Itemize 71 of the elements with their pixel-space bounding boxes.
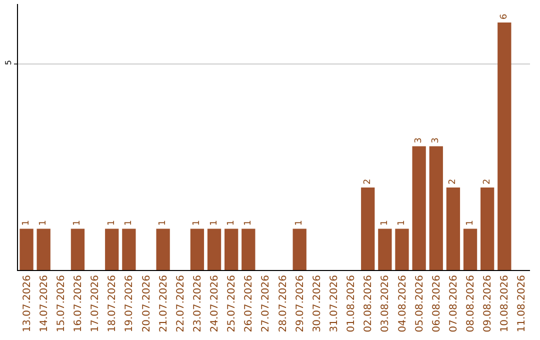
bar [70,228,85,270]
x-tick-label: 13.07.2026 [22,275,33,332]
bar [105,228,119,270]
data-label: 3 [431,138,442,144]
data-label: 2 [448,178,458,185]
bar [20,228,34,270]
bar [36,228,50,270]
x-tick-label: 29.07.2026 [294,275,306,332]
x-tick-label: 27.07.2026 [260,275,272,332]
x-tick-label: 04.08.2026 [397,275,408,332]
bar [190,228,204,270]
x-tick-label: 10.08.2026 [500,275,511,332]
bar [498,22,512,270]
x-tick-label: 25.07.2026 [226,275,238,332]
bar [412,146,426,270]
x-tick-label: 20.07.2026 [141,275,152,332]
data-label: 2 [482,178,492,185]
data-label: 1 [294,220,305,226]
bar [361,188,375,270]
x-tick-label: 17.07.2026 [90,275,102,332]
bar [224,228,238,270]
bar [156,228,170,270]
x-tick-label: 28.07.2026 [278,275,289,332]
bar [446,188,460,270]
x-tick-label: 09.08.2026 [482,275,494,332]
x-tick-label: 05.08.2026 [414,275,426,332]
bar [395,228,409,270]
x-tick-label: 15.07.2026 [56,275,67,332]
data-label: 6 [499,14,510,20]
bar [122,228,136,270]
x-tick-label: 16.07.2026 [72,275,84,332]
y-tick-label: 5 [4,60,13,66]
x-tick-label: 18.07.2026 [107,275,118,332]
bar [463,228,478,270]
data-label: 1 [22,220,32,226]
x-tick-label: 02.08.2026 [363,275,374,332]
x-tick-label: 31.07.2026 [328,275,340,332]
x-tick-label: 14.07.2026 [38,275,50,332]
data-label: 1 [192,220,202,226]
data-label: 1 [209,220,220,226]
x-tick-label: 01.08.2026 [346,275,358,332]
x-tick-label: 26.07.2026 [244,275,255,332]
x-tick-label: 19.07.2026 [124,275,136,332]
data-label: 1 [38,220,49,226]
bar [292,228,306,270]
bar [429,146,443,270]
data-label: 1 [124,220,134,226]
bar [242,228,256,270]
data-label: 1 [226,220,236,226]
x-tick-label: 21.07.2026 [158,275,170,332]
bar [480,188,494,270]
bar [207,228,222,270]
data-label: 1 [72,220,83,226]
data-label: 1 [243,220,254,226]
data-label: 1 [158,220,168,226]
x-tick-label: 06.08.2026 [431,275,442,332]
x-tick-label: 03.08.2026 [380,275,392,332]
data-label: 3 [414,138,424,144]
data-label: 1 [106,220,117,226]
data-label: 1 [380,220,390,226]
data-label: 1 [397,220,407,226]
data-label: 1 [465,220,476,226]
data-label: 2 [362,178,373,185]
x-tick-label: 08.08.2026 [466,275,477,332]
bar [378,228,392,270]
x-tick-label: 07.08.2026 [448,275,460,332]
x-tick-label: 30.07.2026 [312,275,323,332]
x-tick-label: 22.07.2026 [175,275,186,332]
x-tick-label: 24.07.2026 [210,275,221,332]
x-tick-label: 23.07.2026 [192,275,204,332]
x-tick-label: 11.08.2026 [516,275,528,332]
